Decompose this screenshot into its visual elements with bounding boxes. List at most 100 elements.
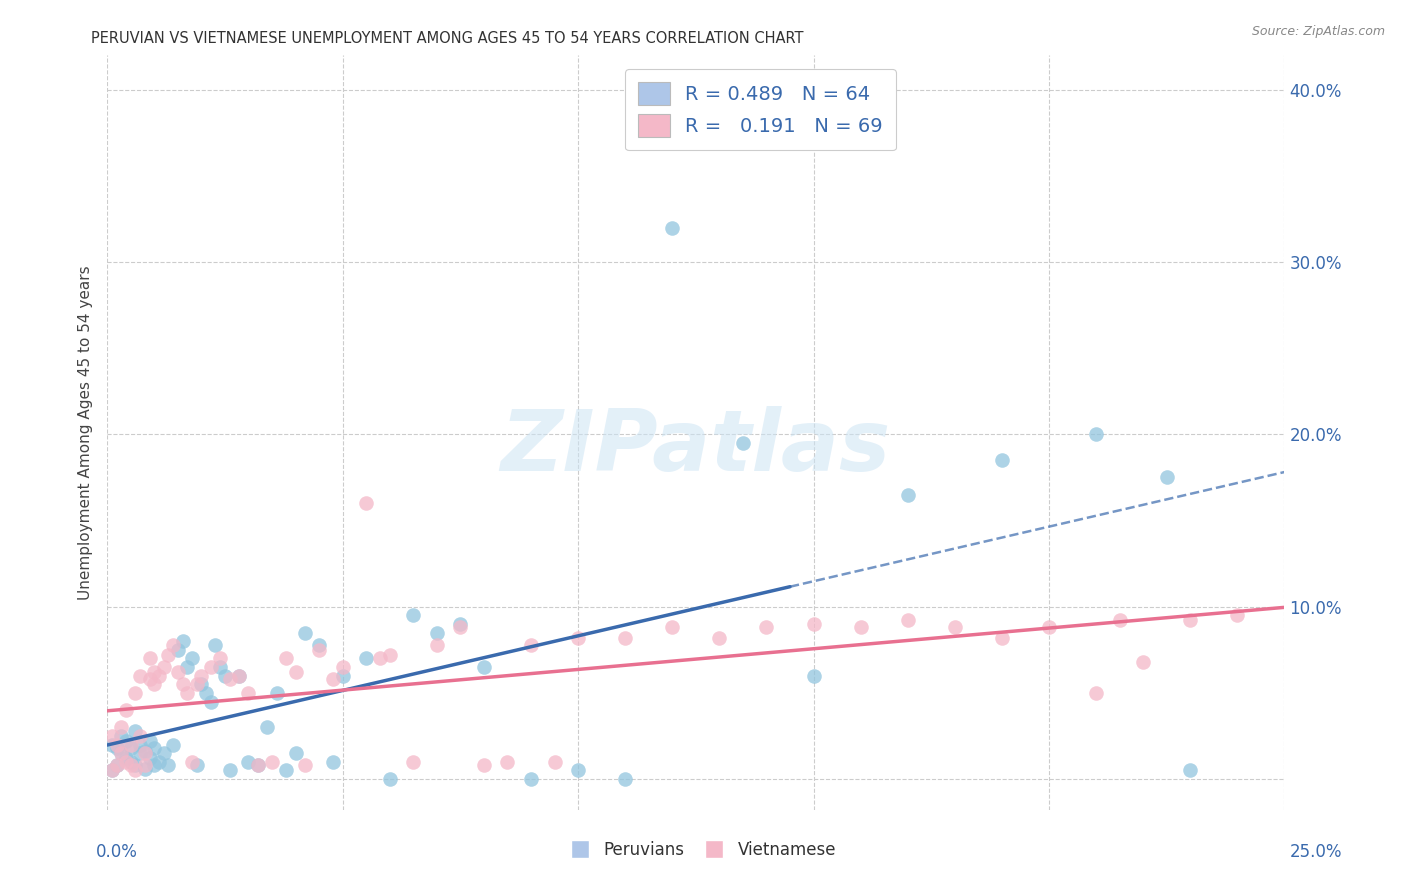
Point (849, 620, 872, 634)
Point (110, 729, 132, 743)
Point (322, 672, 344, 686)
Point (803, 616, 825, 631)
Point (731, 436, 754, 450)
Point (209, 651, 232, 665)
Text: 0.0%: 0.0% (96, 843, 138, 861)
Point (134, 744, 156, 758)
Point (186, 758, 208, 772)
Y-axis label: Unemployment Among Ages 45 to 54 years: Unemployment Among Ages 45 to 54 years (79, 265, 93, 600)
Point (200, 660, 222, 674)
Point (472, 660, 495, 674)
Point (124, 758, 146, 772)
Point (214, 668, 236, 682)
Point (138, 751, 160, 765)
Point (1132, 655, 1154, 669)
Point (148, 755, 170, 769)
Point (115, 755, 138, 769)
Point (120, 741, 142, 756)
Point (260, 755, 283, 769)
Point (1038, 620, 1060, 634)
Point (162, 638, 184, 652)
Point (120, 755, 142, 769)
Point (614, 631, 637, 645)
Point (101, 764, 124, 778)
Point (284, 665, 307, 680)
Point (228, 668, 250, 682)
Point (209, 660, 232, 674)
Point (520, 638, 543, 652)
Point (176, 660, 198, 674)
Point (143, 741, 166, 756)
Point (1085, 686, 1108, 700)
Point (266, 686, 288, 700)
Point (176, 686, 198, 700)
Point (897, 614, 920, 628)
Point (110, 746, 132, 760)
Point (256, 720, 278, 734)
Point (120, 758, 142, 772)
Point (181, 755, 204, 769)
Point (172, 677, 194, 691)
Point (105, 741, 128, 756)
Point (124, 764, 146, 778)
Point (152, 660, 174, 674)
Point (157, 758, 180, 772)
Point (134, 758, 156, 772)
Point (101, 729, 124, 743)
Point (129, 668, 152, 682)
Point (181, 651, 204, 665)
Point (274, 764, 297, 778)
Point (284, 746, 307, 760)
Point (157, 648, 180, 662)
Point (166, 665, 188, 680)
Point (218, 764, 240, 778)
Point (238, 755, 260, 769)
Point (143, 677, 166, 691)
Point (755, 620, 778, 634)
Point (661, 220, 683, 235)
Point (148, 668, 170, 682)
Point (120, 738, 142, 752)
Point (308, 642, 330, 657)
Point (152, 746, 174, 760)
Point (449, 620, 471, 634)
Point (110, 720, 132, 734)
Point (1226, 608, 1249, 623)
Point (172, 634, 194, 648)
Point (115, 703, 138, 717)
Point (115, 751, 138, 765)
Point (162, 738, 184, 752)
Point (332, 668, 354, 682)
Text: Source: ZipAtlas.com: Source: ZipAtlas.com (1251, 25, 1385, 38)
Point (354, 651, 377, 665)
Text: 25.0%: 25.0% (1291, 843, 1343, 861)
Point (661, 620, 683, 634)
Point (897, 488, 920, 502)
Point (134, 762, 156, 776)
Point (138, 734, 160, 748)
Point (567, 631, 589, 645)
Point (614, 772, 637, 786)
Point (426, 625, 449, 640)
Point (1085, 427, 1108, 442)
Point (195, 686, 218, 700)
Point (709, 631, 731, 645)
Point (129, 746, 152, 760)
Point (294, 758, 316, 772)
Point (449, 616, 471, 631)
Point (1180, 614, 1202, 628)
Point (218, 672, 240, 686)
Point (426, 638, 449, 652)
Point (190, 677, 212, 691)
Point (186, 677, 208, 691)
Point (110, 746, 132, 760)
Point (520, 772, 543, 786)
Point (138, 651, 160, 665)
Point (101, 764, 124, 778)
Point (354, 496, 377, 510)
Point (294, 625, 316, 640)
Point (190, 668, 212, 682)
Point (124, 723, 146, 738)
Point (332, 660, 354, 674)
Point (1108, 614, 1130, 628)
